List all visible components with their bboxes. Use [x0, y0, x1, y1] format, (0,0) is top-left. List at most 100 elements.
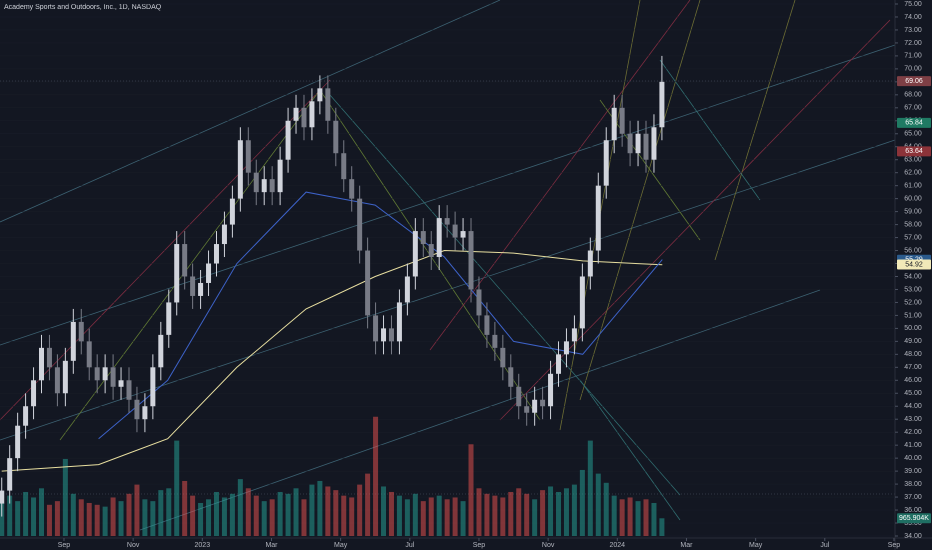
candle-body	[381, 328, 387, 342]
candle-body	[86, 341, 92, 368]
candle-body	[213, 244, 219, 264]
candle-body	[476, 289, 482, 316]
trend-line	[329, 94, 681, 496]
candle-body	[158, 334, 164, 368]
volume-bar	[508, 491, 514, 536]
candle-body	[102, 367, 108, 381]
x-tick-label: 2023	[195, 542, 211, 549]
candle-body	[245, 140, 251, 173]
x-tick-label: 2024	[610, 542, 626, 549]
volume-bar	[412, 493, 418, 536]
candle-body	[110, 367, 116, 387]
volume-bar	[94, 504, 100, 536]
chart-title: Academy Sports and Outdoors, Inc., 1D, N…	[4, 4, 162, 11]
volume-bar	[182, 480, 188, 536]
y-tick-label: 63.00	[904, 157, 922, 164]
volume-bar	[293, 488, 299, 536]
volume-bar	[134, 484, 140, 536]
volume-bar	[548, 486, 554, 536]
candle-body	[221, 224, 227, 245]
candle-body	[166, 302, 172, 335]
candle-body	[253, 172, 259, 193]
candle-body	[460, 231, 466, 238]
candle-body	[404, 276, 410, 303]
y-tick-label: 49.00	[904, 338, 922, 345]
volume-bar	[659, 518, 665, 536]
volume-bar	[245, 488, 251, 536]
trend-line	[0, 139, 896, 441]
volume-bar	[357, 484, 363, 536]
y-tick-label: 36.00	[904, 507, 922, 514]
candle-body	[587, 250, 593, 277]
x-tick-label: Nov	[542, 542, 555, 549]
volume-bar	[619, 499, 625, 536]
trend-line	[139, 289, 821, 531]
volume-bar	[229, 493, 235, 536]
y-tick-label: 74.00	[904, 14, 922, 21]
y-tick-label: 62.00	[904, 170, 922, 177]
candle-body	[182, 244, 188, 277]
candle-body	[126, 380, 132, 400]
candle-body	[293, 107, 299, 121]
price-tag-label: 63.64	[905, 148, 923, 155]
y-tick-label: 48.00	[904, 351, 922, 358]
y-tick-label: 34.00	[904, 533, 922, 540]
candle-body	[269, 179, 275, 193]
volume-bar	[174, 440, 180, 536]
candle-body	[7, 458, 13, 491]
trend-line	[659, 59, 761, 201]
candle-body	[198, 282, 204, 296]
candle-body	[206, 263, 212, 283]
y-tick-label: 61.00	[904, 183, 922, 190]
volume-bar	[31, 497, 37, 536]
volume-bar	[277, 491, 283, 536]
candle-body	[285, 120, 291, 160]
candle-body	[317, 88, 323, 102]
volume-bar	[571, 484, 577, 536]
volume-bar	[142, 499, 148, 536]
x-tick-label: Sep	[58, 542, 71, 549]
y-tick-label: 57.00	[904, 234, 922, 241]
candle-body	[508, 367, 514, 387]
volume-bar	[102, 506, 108, 536]
y-tick-label: 56.00	[904, 247, 922, 254]
candle-body	[62, 360, 68, 394]
y-tick-label: 52.00	[904, 299, 922, 306]
x-tick-label: Jul	[405, 542, 414, 549]
x-tick-label: Jul	[820, 542, 829, 549]
y-tick-label: 37.00	[904, 494, 922, 501]
volume-bar	[428, 497, 434, 536]
candle-body	[540, 399, 546, 407]
volume-bar	[62, 458, 68, 536]
candle-body	[444, 218, 450, 225]
y-tick-label: 53.00	[904, 286, 922, 293]
volume-bar	[301, 499, 307, 536]
candle-body	[452, 224, 458, 238]
volume-bar	[54, 501, 60, 536]
volume-bar	[198, 502, 204, 536]
y-tick-label: 60.00	[904, 195, 922, 202]
candle-body	[301, 107, 307, 128]
candle-body	[492, 334, 498, 348]
volume-bar	[524, 493, 530, 536]
price-tag-label: 54.92	[905, 261, 923, 268]
candle-body	[70, 321, 76, 361]
candle-body	[142, 406, 148, 420]
volume-bar	[587, 440, 593, 536]
volume-bar	[476, 488, 482, 536]
y-tick-label: 35.00	[904, 520, 922, 527]
price-tag-label: 965.904K	[899, 515, 929, 522]
volume-bar	[532, 499, 538, 536]
candle-body	[150, 367, 156, 407]
volume-bar	[261, 501, 267, 536]
candle-body	[341, 153, 347, 180]
volume-bar	[635, 501, 641, 536]
candle-body	[118, 380, 124, 387]
candle-body	[38, 347, 44, 381]
volume-bar	[516, 488, 522, 536]
candle-body	[277, 159, 283, 193]
x-tick-label: Nov	[127, 542, 140, 549]
y-tick-label: 39.00	[904, 468, 922, 475]
candle-body	[659, 81, 665, 128]
